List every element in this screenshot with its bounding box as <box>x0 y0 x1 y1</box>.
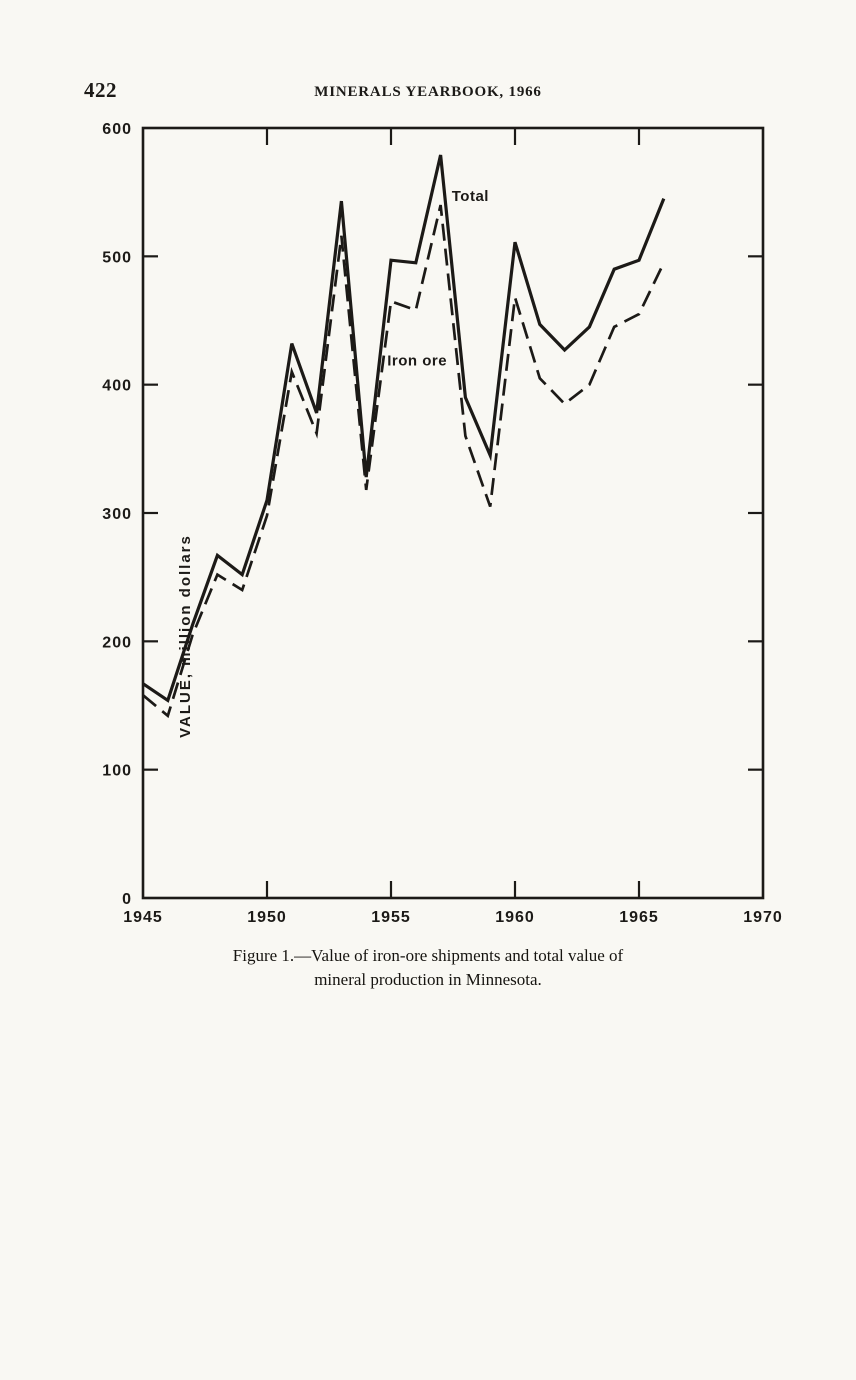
y-tick-label: 0 <box>122 891 132 908</box>
series-line-total <box>142 154 666 703</box>
series-line-iron-ore <box>142 204 666 719</box>
x-tick-label: 1970 <box>743 909 783 925</box>
plot-border <box>141 126 765 900</box>
figure-chart: 0 100 200 300 400 500 600 1945 1950 1955 1960 1965 1… <box>102 121 783 925</box>
y-tick-label: 100 <box>102 763 132 780</box>
running-header: MINERALS YEARBOOK, 1966 <box>314 84 542 100</box>
y-tick-label: 400 <box>102 378 132 395</box>
page-number: 422 <box>84 78 117 102</box>
series-label-iron-ore: Iron ore <box>387 352 447 369</box>
figure-caption-line2: mineral production in Minnesota. <box>314 970 542 989</box>
figure-caption: Figure 1.—Value of iron-ore shipments an… <box>0 944 856 992</box>
series-label-total: Total <box>452 188 489 205</box>
figure-1-chart-area: 0 100 200 300 400 500 600 1945 1950 1955 1960 1965 1… <box>100 105 800 925</box>
figure-caption-line1: Figure 1.—Value of iron-ore shipments an… <box>232 946 624 965</box>
y-tick-label: 300 <box>102 506 132 523</box>
y-tick-label: 600 <box>102 121 132 138</box>
y-tick-label: 500 <box>102 249 132 266</box>
x-tick-label: 1950 <box>247 909 287 925</box>
x-tick-label: 1965 <box>619 909 659 925</box>
x-tick-label: 1955 <box>371 909 411 925</box>
x-tick-label: 1960 <box>495 909 535 925</box>
x-tick-label: 1945 <box>123 909 163 925</box>
y-axis-title: VALUE, million dollars <box>177 534 194 738</box>
y-tick-label: 200 <box>102 634 132 651</box>
